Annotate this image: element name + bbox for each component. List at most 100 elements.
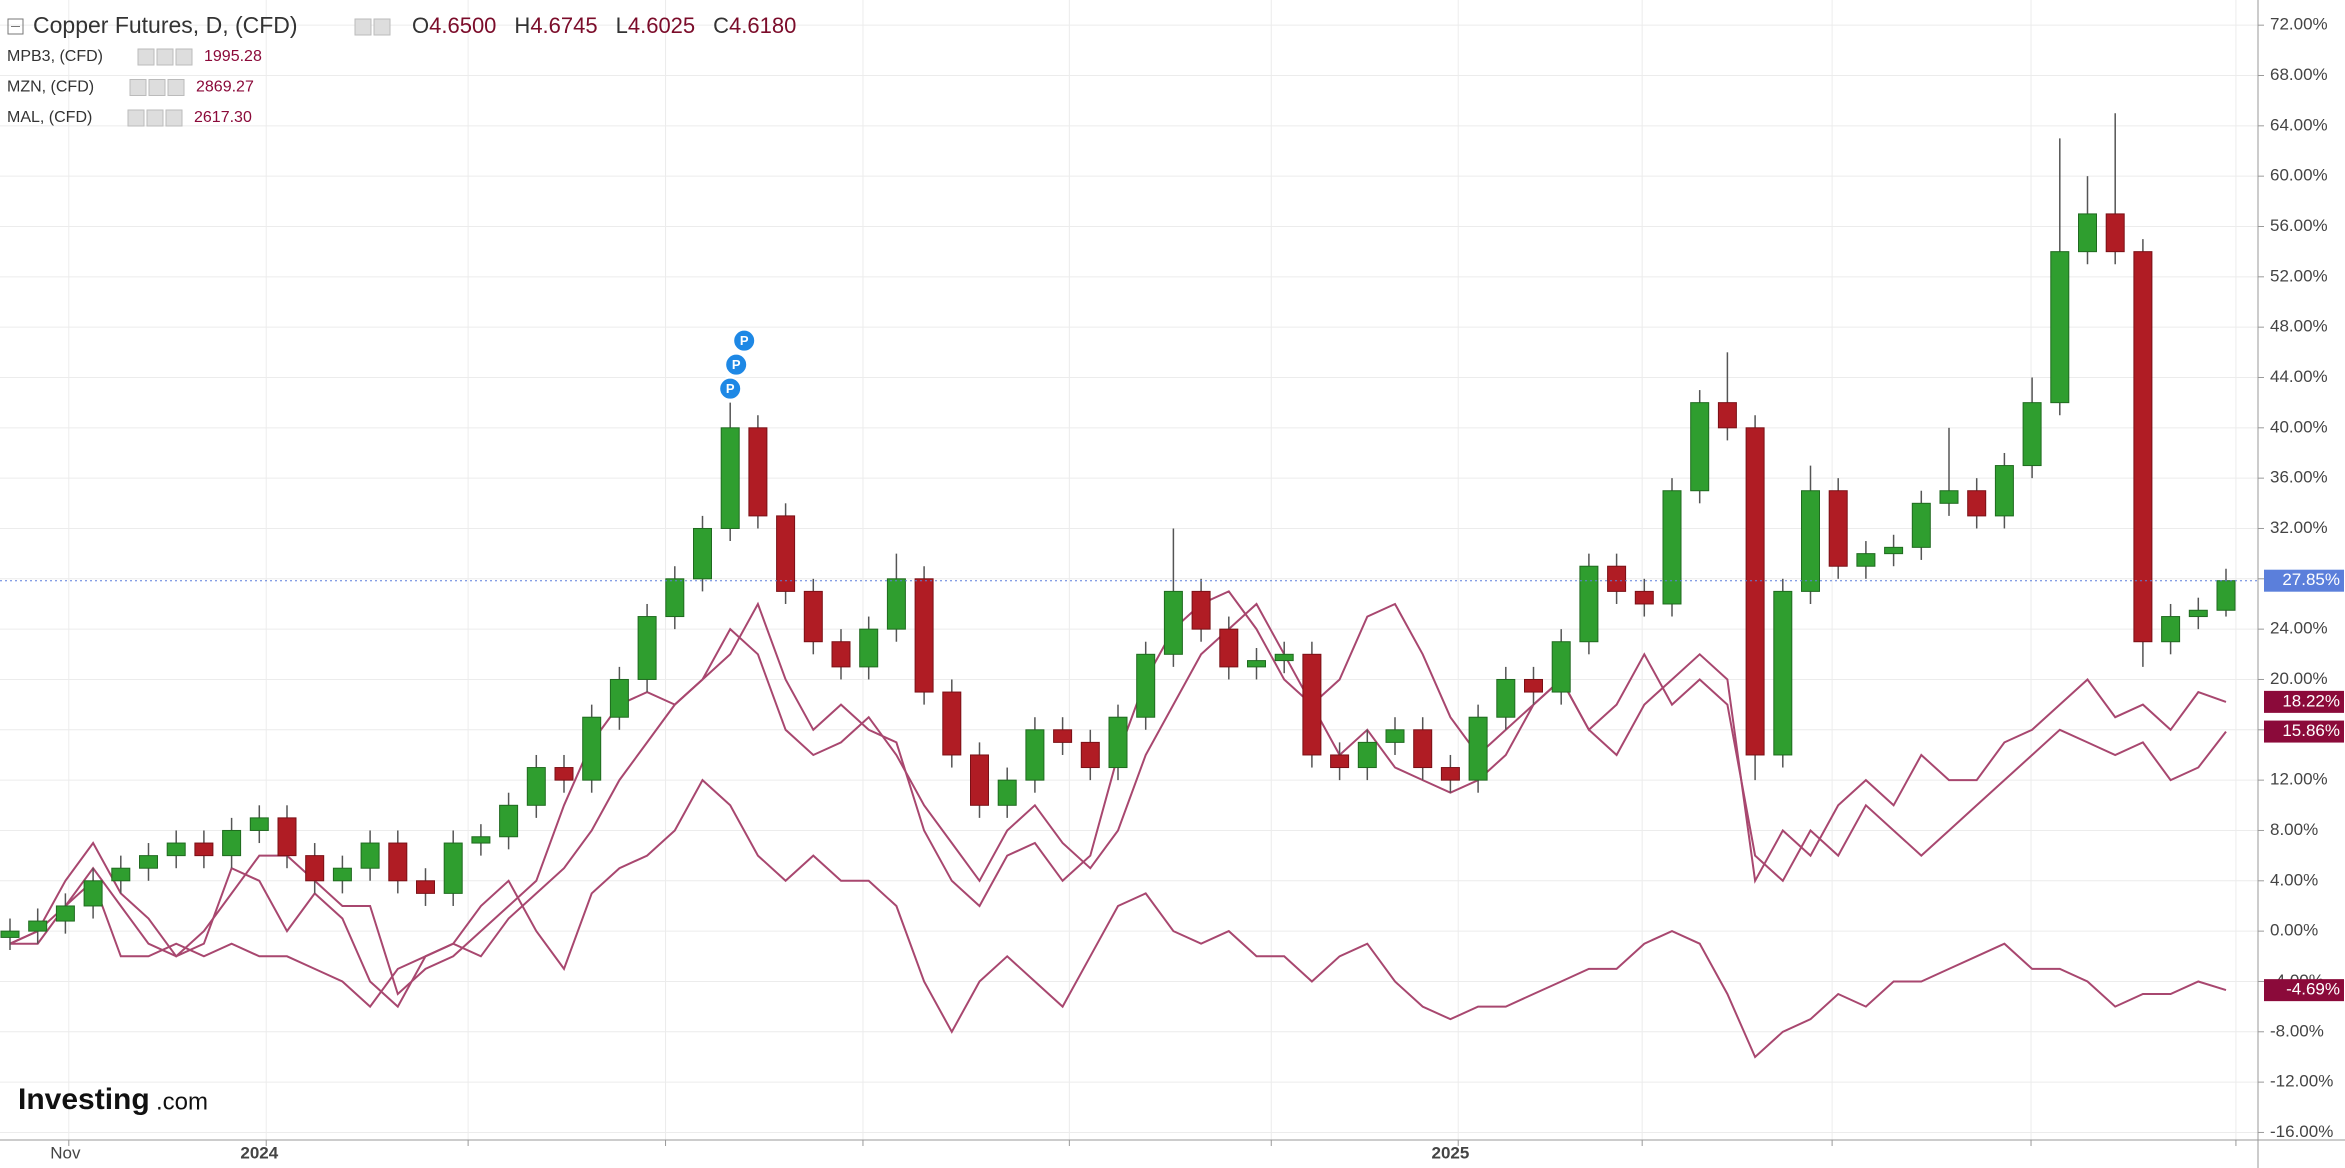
legend-icon[interactable]	[167, 79, 185, 96]
y-tick-label: 56.00%	[2270, 216, 2328, 235]
legend-icon[interactable]	[146, 109, 164, 127]
legend-name[interactable]: MPB3, (CFD)	[7, 48, 103, 65]
candle-body	[2050, 251, 2070, 404]
legend-icon[interactable]	[354, 18, 372, 36]
legend-icon[interactable]	[127, 109, 145, 127]
candle-body	[2161, 616, 2181, 643]
legend-icon[interactable]	[129, 79, 147, 96]
candle-body	[1385, 729, 1405, 743]
y-tick-label: 8.00%	[2270, 820, 2318, 839]
marks	[0, 113, 2258, 1059]
candle-body	[1496, 678, 1516, 718]
y-tick-label: 72.00%	[2270, 15, 2328, 34]
ohlc-key: L	[616, 13, 628, 38]
candle-body	[1662, 490, 1682, 605]
candle-body	[1330, 754, 1350, 769]
candle-body	[249, 817, 269, 831]
candle-body	[1440, 767, 1460, 781]
candle-body	[360, 842, 380, 869]
candle-body	[1025, 729, 1045, 781]
candle-body	[1108, 716, 1128, 769]
legend-icon[interactable]	[156, 48, 174, 66]
x-tick-label: 2024	[240, 1143, 278, 1162]
candle-body	[166, 842, 186, 857]
y-tick-label: 36.00%	[2270, 468, 2328, 487]
candle-body	[111, 867, 131, 882]
end-label-box	[2264, 720, 2344, 743]
ohlc-key: C	[713, 13, 729, 38]
legend-icon[interactable]	[137, 48, 155, 66]
x-tick-label: Nov	[50, 1143, 81, 1162]
candle-body	[609, 678, 629, 718]
legend-icon[interactable]	[373, 18, 391, 36]
candle-body	[499, 804, 519, 838]
legend-value: 2869.27	[196, 79, 254, 96]
end-label: -4.69%	[2286, 980, 2340, 999]
candle-body	[1773, 590, 1793, 756]
candle-body	[1247, 660, 1266, 668]
candle-body	[1302, 653, 1322, 756]
candle-body	[970, 754, 989, 806]
x-tick-label: 2025	[1431, 1143, 1469, 1162]
y-tick-label: 40.00%	[2270, 417, 2328, 436]
candle-body	[1357, 741, 1377, 769]
y-tick-label: 68.00%	[2270, 65, 2328, 84]
candle-body	[0, 930, 20, 938]
annotation-marker[interactable]	[718, 376, 743, 401]
candle-body	[637, 616, 657, 680]
candle-body	[776, 515, 796, 592]
legend-icon[interactable]	[148, 79, 166, 96]
end-label-box	[2264, 690, 2344, 713]
candle-body	[139, 855, 158, 869]
candle-body	[554, 767, 574, 781]
legend-name[interactable]: MAL, (CFD)	[7, 109, 92, 126]
candle-body	[1607, 565, 1627, 592]
y-tick-label: 24.00%	[2270, 619, 2328, 638]
candle-body	[28, 920, 48, 932]
y-tick-label: 48.00%	[2270, 317, 2328, 336]
candle-body	[2133, 251, 2153, 643]
annotation-text[interactable]: P	[732, 357, 741, 372]
candle-body	[886, 578, 906, 630]
candle-body	[526, 767, 546, 806]
candle-body	[443, 842, 463, 894]
annotation-text[interactable]: P	[740, 333, 749, 348]
candle-body	[582, 716, 602, 781]
candle-body	[305, 855, 325, 882]
annotation-text[interactable]: P	[726, 381, 735, 396]
candle-body	[332, 867, 352, 882]
candle-body	[1163, 590, 1183, 655]
legend-icon[interactable]	[175, 48, 193, 66]
chart-title: Copper Futures, D, (CFD)	[33, 12, 298, 38]
legend-value: 1995.28	[204, 48, 262, 65]
candle-body	[1745, 427, 1765, 756]
candle-body	[1939, 490, 1959, 504]
candle-body	[1524, 678, 1543, 693]
legend-icon[interactable]	[165, 109, 183, 127]
candle-body	[748, 427, 768, 517]
candle-body	[1551, 641, 1571, 693]
y-tick-label: 20.00%	[2270, 669, 2328, 688]
annotation-marker[interactable]	[732, 328, 757, 353]
y-tick-label: 12.00%	[2270, 770, 2328, 789]
y-tick-label: -12.00%	[2270, 1072, 2333, 1091]
y-tick-label: 52.00%	[2270, 266, 2328, 285]
y-tick-label: 60.00%	[2270, 166, 2328, 185]
candle-body	[2105, 213, 2125, 253]
candle-body	[1634, 590, 1654, 605]
annotation-marker[interactable]	[724, 352, 749, 377]
legend-name[interactable]: MZN, (CFD)	[7, 79, 94, 96]
candle-body	[277, 817, 297, 857]
collapse-icon[interactable]	[7, 18, 24, 35]
legend-value: 2617.30	[194, 109, 252, 126]
candle-body	[914, 578, 934, 693]
end-label-box	[2264, 979, 2344, 1002]
candle-body	[803, 590, 823, 643]
end-label-box	[2264, 569, 2344, 592]
end-label: 18.22%	[2282, 691, 2340, 710]
logo-suffix: .com	[156, 1088, 208, 1115]
candle-body	[1413, 729, 1433, 769]
candle-body	[1690, 402, 1710, 492]
